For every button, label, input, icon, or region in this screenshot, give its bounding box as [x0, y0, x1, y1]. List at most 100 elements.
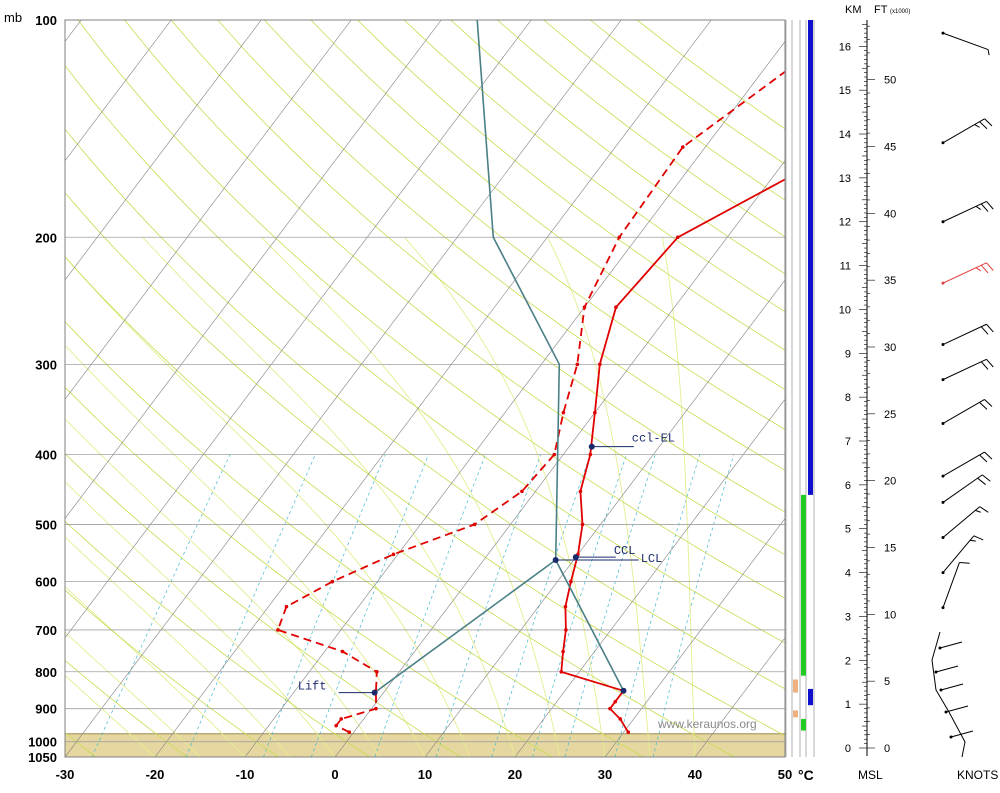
- pressure-unit-label: mb: [4, 10, 22, 25]
- pressure-tick-label: 800: [35, 665, 57, 680]
- ft-tick-label: 5: [884, 676, 890, 688]
- dewpoint-point: [331, 580, 335, 584]
- low-level-barb-origin: [940, 689, 943, 692]
- low-level-barb-origin: [939, 647, 942, 650]
- dewpoint-point: [375, 670, 379, 674]
- marker-label: ccl-EL: [632, 432, 675, 446]
- wind-barb-origin: [942, 501, 945, 504]
- dewpoint-point: [562, 411, 566, 415]
- km-tick-label: 2: [845, 655, 851, 667]
- km-tick-label: 1: [845, 699, 851, 711]
- dewpoint-point: [617, 235, 621, 239]
- temperature-tick-label: -10: [236, 767, 255, 782]
- pressure-tick-label: 400: [35, 448, 57, 463]
- km-tick-label: 5: [845, 524, 851, 536]
- temperature-point: [561, 650, 565, 654]
- temperature-point: [564, 605, 568, 609]
- dewpoint-point: [339, 717, 343, 721]
- wind-barb-origin: [942, 282, 945, 285]
- temperature-tick-label: 40: [688, 767, 702, 782]
- km-tick-label: 13: [839, 173, 851, 185]
- ft-tick-label: 25: [884, 409, 896, 421]
- temperature-point: [613, 700, 617, 704]
- indicator-bar: [793, 710, 798, 717]
- dewpoint-point: [341, 650, 345, 654]
- ft-tick-label: 10: [884, 609, 896, 621]
- ft-tick-label: 40: [884, 208, 896, 220]
- wind-barb-origin: [942, 475, 945, 478]
- km-tick-label: 15: [839, 85, 851, 97]
- wind-barb-origin: [942, 536, 945, 539]
- pressure-tick-label: 200: [35, 230, 57, 245]
- dewpoint-point: [681, 145, 685, 149]
- km-tick-label: 0: [845, 743, 851, 755]
- ft-tick-label: 35: [884, 275, 896, 287]
- ft-tick-label: 15: [884, 542, 896, 554]
- temperature-tick-label: 0: [331, 767, 338, 782]
- wind-barb-origin: [942, 343, 945, 346]
- wind-barb-origin: [942, 220, 945, 223]
- watermark-text: www.keraunos.org: [657, 717, 757, 731]
- wind-barb-origin: [942, 32, 945, 35]
- temperature-point: [598, 363, 602, 367]
- km-tick-label: 7: [845, 436, 851, 448]
- temperature-unit-label: °C: [798, 767, 814, 783]
- temperature-point: [676, 235, 680, 239]
- temperature-point: [579, 490, 583, 494]
- dewpoint-point: [347, 730, 351, 734]
- wind-barb-origin: [942, 378, 945, 381]
- low-level-barb-origin: [935, 671, 938, 674]
- ft-header: FT: [874, 4, 888, 16]
- km-tick-label: 4: [845, 568, 851, 580]
- temperature-tick-label: -20: [146, 767, 165, 782]
- temperature-point: [560, 670, 564, 674]
- pressure-tick-label: 500: [35, 517, 57, 532]
- dewpoint-point: [334, 724, 338, 728]
- temperature-point: [588, 453, 592, 457]
- low-level-barb-origin: [945, 711, 948, 714]
- marker-point: [620, 688, 626, 694]
- ft-tick-label: 45: [884, 141, 896, 153]
- km-tick-label: 12: [839, 217, 851, 229]
- indicator-bar: [793, 680, 798, 693]
- dewpoint-point: [520, 490, 524, 494]
- ft-multiplier: (x1000): [890, 9, 910, 15]
- temperature-point: [608, 707, 612, 711]
- ft-tick-label: 0: [884, 743, 890, 755]
- ft-tick-label: 20: [884, 476, 896, 488]
- marker-label: Lift: [298, 680, 327, 694]
- km-tick-label: 10: [839, 304, 851, 316]
- ground-fill: [65, 734, 785, 757]
- dewpoint-point: [374, 707, 378, 711]
- wind-barb-origin: [942, 606, 945, 609]
- dewpoint-point: [473, 523, 477, 527]
- km-tick-label: 14: [839, 129, 851, 141]
- temperature-tick-label: 10: [418, 767, 432, 782]
- dewpoint-point: [583, 305, 587, 309]
- km-tick-label: 6: [845, 480, 851, 492]
- wind-barb-origin: [942, 571, 945, 574]
- temperature-point: [569, 580, 573, 584]
- temperature-point: [564, 628, 568, 632]
- ft-tick-label: 50: [884, 75, 896, 87]
- indicator-bar: [801, 495, 806, 676]
- indicator-bar: [808, 689, 813, 705]
- pressure-tick-label: 600: [35, 575, 57, 590]
- km-tick-label: 3: [845, 611, 851, 623]
- temperature-point: [593, 411, 597, 415]
- pressure-tick-label: 700: [35, 623, 57, 638]
- temperature-tick-label: -30: [56, 767, 75, 782]
- temperature-point: [614, 305, 618, 309]
- dewpoint-point: [552, 453, 556, 457]
- wind-barb-flag: [959, 563, 969, 564]
- dewpoint-point: [576, 363, 580, 367]
- km-header: KM: [845, 4, 862, 16]
- temperature-point: [626, 730, 630, 734]
- pressure-tick-label: 1050: [28, 750, 57, 765]
- km-tick-label: 11: [840, 261, 851, 273]
- indicator-bar: [801, 719, 806, 731]
- km-tick-label: 9: [845, 348, 851, 360]
- dewpoint-point: [392, 553, 396, 557]
